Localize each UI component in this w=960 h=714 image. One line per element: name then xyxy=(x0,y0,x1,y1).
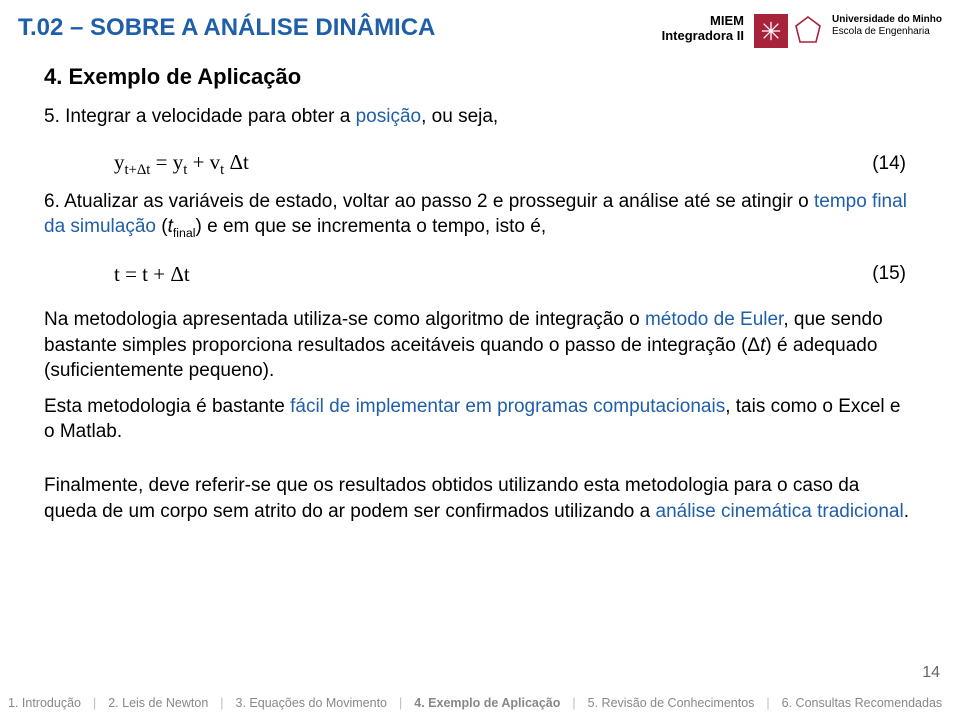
university-text: Universidade do Minho Escola de Engenhar… xyxy=(832,14,942,37)
step6-a: Atualizar as variáveis de estado, voltar… xyxy=(64,191,814,212)
footer-item-5[interactable]: 6. Consultas Recomendadas xyxy=(782,696,943,710)
p3-b: . xyxy=(904,501,909,522)
footer-item-3[interactable]: 4. Exemplo de Aplicação xyxy=(414,696,560,710)
step6-b: ( xyxy=(156,216,168,237)
p3-blue: análise cinemática tradicional xyxy=(656,501,904,522)
eq15-formula: t = t + Δt xyxy=(114,262,190,287)
footer-nav: 1. Introdução | 2. Leis de Newton | 3. Equaç… xyxy=(0,692,960,714)
paragraph-2: Esta metodologia é bastante fácil de imp… xyxy=(44,394,916,445)
step5-b: , ou seja, xyxy=(421,106,498,127)
equation-14: yt+Δt = yt + vt Δt (14) xyxy=(44,144,916,189)
course-label: MIEM Integradora II xyxy=(662,14,744,44)
p2-blue: fácil de implementar em programas comput… xyxy=(290,396,725,417)
step6-c: ) e em que se incrementa o tempo, isto é… xyxy=(196,216,547,237)
miem-line2: Integradora II xyxy=(662,29,744,44)
paragraph-3: Finalmente, deve referir-se que os resul… xyxy=(44,473,916,524)
paragraph-1: Na metodologia apresentada utiliza-se co… xyxy=(44,307,916,384)
footer-item-1[interactable]: 2. Leis de Newton xyxy=(108,696,208,710)
miem-line1: MIEM xyxy=(662,14,744,29)
step5-num: 5. xyxy=(44,106,60,127)
logo-star-icon xyxy=(754,14,788,48)
p1-blue: método de Euler xyxy=(645,309,783,330)
page-number: 14 xyxy=(922,664,940,682)
uni-line1: Universidade do Minho xyxy=(832,14,942,26)
step-5: 5. Integrar a velocidade para obter a po… xyxy=(44,104,916,130)
header-right: MIEM Integradora II Universidade do Minh… xyxy=(662,14,942,48)
uni-line2: Escola de Engenharia xyxy=(832,26,942,38)
step-6: 6. Atualizar as variáveis de estado, vol… xyxy=(44,189,916,242)
slide-title: T.02 – SOBRE A ANÁLISE DINÂMICA xyxy=(18,14,435,48)
p1-a: Na metodologia apresentada utiliza-se co… xyxy=(44,309,645,330)
footer-sep: | xyxy=(220,696,223,710)
step6-num: 6. xyxy=(44,191,60,212)
footer-sep: | xyxy=(766,696,769,710)
equation-15: t = t + Δt (15) xyxy=(44,256,916,297)
section-subtitle: 4. Exemplo de Aplicação xyxy=(44,64,916,90)
p2-a: Esta metodologia é bastante xyxy=(44,396,290,417)
step5-a: Integrar a velocidade para obter a xyxy=(65,106,355,127)
footer-item-0[interactable]: 1. Introdução xyxy=(8,696,81,710)
footer-sep: | xyxy=(93,696,96,710)
footer-item-4[interactable]: 5. Revisão de Conhecimentos xyxy=(588,696,755,710)
university-logo xyxy=(754,14,822,48)
logo-pentagon-icon xyxy=(794,14,822,48)
footer-sep: | xyxy=(572,696,575,710)
eq14-num: (14) xyxy=(872,153,906,175)
footer-item-2[interactable]: 3. Equações do Movimento xyxy=(236,696,387,710)
footer-sep: | xyxy=(399,696,402,710)
eq14-formula: yt+Δt = yt + vt Δt xyxy=(114,150,249,179)
eq15-num: (15) xyxy=(872,263,906,285)
step5-blue: posição xyxy=(356,106,422,127)
step6-sub: final xyxy=(173,226,196,240)
